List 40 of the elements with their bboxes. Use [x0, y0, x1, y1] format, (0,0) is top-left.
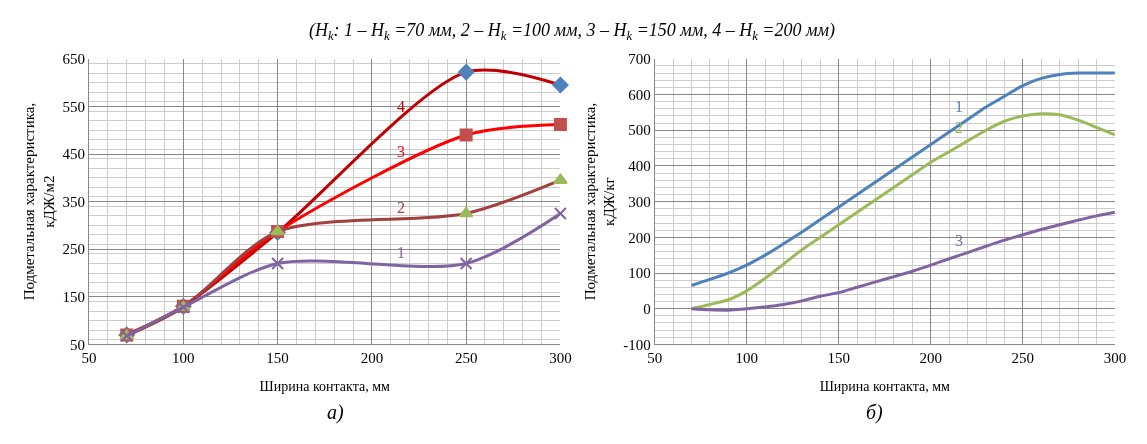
- series-label: 3: [397, 143, 405, 160]
- x-tick-label: 300: [549, 350, 572, 367]
- x-tick-label: 50: [81, 350, 97, 367]
- y-tick-label: 600: [628, 86, 651, 103]
- x-tick-label: 300: [1103, 350, 1127, 367]
- x-tick-label: 200: [360, 350, 384, 367]
- y-tick-label: 500: [628, 122, 651, 139]
- series-label: 1: [955, 98, 963, 115]
- x-tick-label: 50: [647, 350, 663, 367]
- x-axis-title: Ширина контакта, мм: [819, 378, 951, 394]
- y-tick-label: -100: [623, 336, 651, 353]
- y-axis-title: Подметальная характеристика, кДЖ/м2: [21, 102, 57, 301]
- y-tick-label: 700: [628, 51, 651, 68]
- y-tick-label: 250: [62, 241, 86, 258]
- y-tick-label: 650: [62, 51, 86, 68]
- y-tick-label: 150: [62, 289, 86, 306]
- x-tick-label: 250: [454, 350, 478, 367]
- series-label: 2: [397, 199, 405, 216]
- text: а): [327, 401, 344, 424]
- x-tick-label: 150: [827, 350, 851, 367]
- text: б): [866, 401, 884, 424]
- y-tick-label: 450: [62, 146, 86, 163]
- series-label: 2: [955, 119, 963, 136]
- y-tick-label: 200: [628, 229, 651, 246]
- y-tick-label: 350: [62, 193, 86, 210]
- chart-title: (H$_{k}$: 1 – H$_{k}$ =70 мм, 2 – H$_{k}$ =100 мм, 3 – H$_{k}$ =150 мм, 4 – H$_{k}$ =200 мм): [309, 20, 835, 43]
- series-label: 4: [397, 98, 405, 115]
- x-tick-label: 100: [172, 350, 195, 367]
- y-tick-label: 400: [628, 158, 651, 175]
- y-tick-label: 300: [628, 193, 651, 210]
- y-tick-label: 0: [643, 300, 651, 317]
- y-tick-label: 50: [70, 336, 86, 353]
- x-axis-title: Ширина контакта, мм: [259, 378, 390, 394]
- x-tick-label: 200: [919, 350, 943, 367]
- y-tick-label: 550: [62, 98, 86, 115]
- x-tick-label: 150: [266, 350, 289, 367]
- y-axis-title: Подметальная характеристика, кДЖ/кг: [581, 102, 618, 301]
- x-tick-label: 250: [1011, 350, 1035, 367]
- y-tick-label: 100: [628, 265, 651, 282]
- x-tick-label: 100: [735, 350, 758, 367]
